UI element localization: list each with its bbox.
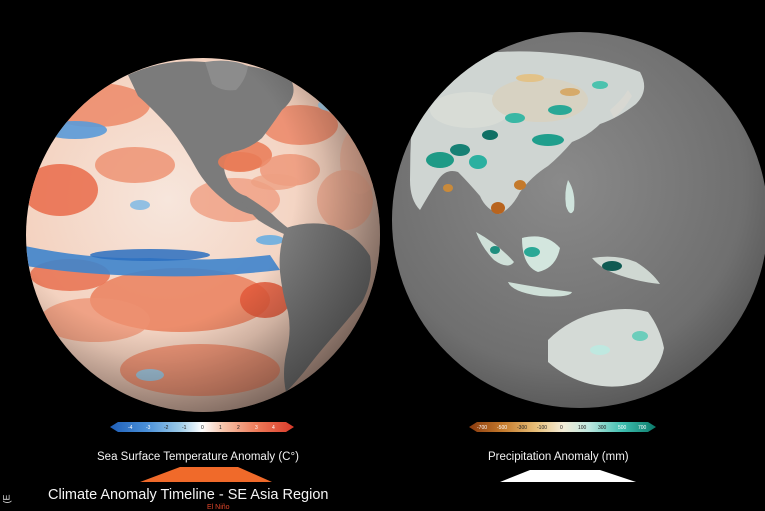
precipitation-tick: -500: [497, 425, 508, 431]
precipitation-legend-title: Precipitation Anomaly (mm): [488, 451, 629, 463]
precipitation-tick: -100: [537, 425, 548, 431]
precipitation-tick: 0: [560, 425, 563, 431]
sst-tick: -4: [128, 425, 133, 431]
precipitation-tick: -700: [477, 425, 488, 431]
sst-tick: 4: [272, 425, 275, 431]
precipitation-legend-bar: [469, 422, 656, 432]
timeline-title: Climate Anomaly Timeline - SE Asia Regio…: [48, 487, 329, 503]
sst-tick: -1: [182, 425, 187, 431]
sst-timeline-marker: [140, 467, 272, 482]
precipitation-tick: 500: [618, 425, 627, 431]
timeline-marker-label: El Niño: [207, 504, 230, 511]
sst-tick: 2: [237, 425, 240, 431]
sst-globe[interactable]: [20, 58, 380, 412]
sst-legend-bar: [110, 422, 294, 432]
sst-tick: 1: [219, 425, 222, 431]
precipitation-tick: -300: [517, 425, 528, 431]
precipitation-anomaly-field: [410, 51, 664, 387]
precipitation-tick: 100: [578, 425, 587, 431]
precipitation-tick: 300: [598, 425, 607, 431]
sst-tick: 3: [255, 425, 258, 431]
sst-tick: -2: [164, 425, 169, 431]
side-glyph: (E: [1, 494, 12, 504]
sst-tick: -3: [146, 425, 151, 431]
precipitation-globe[interactable]: [392, 32, 765, 408]
sst-tick: 0: [201, 425, 204, 431]
precipitation-timeline-marker: [500, 470, 636, 482]
sst-legend-title: Sea Surface Temperature Anomaly (C°): [97, 451, 299, 463]
precipitation-tick: 700: [638, 425, 647, 431]
